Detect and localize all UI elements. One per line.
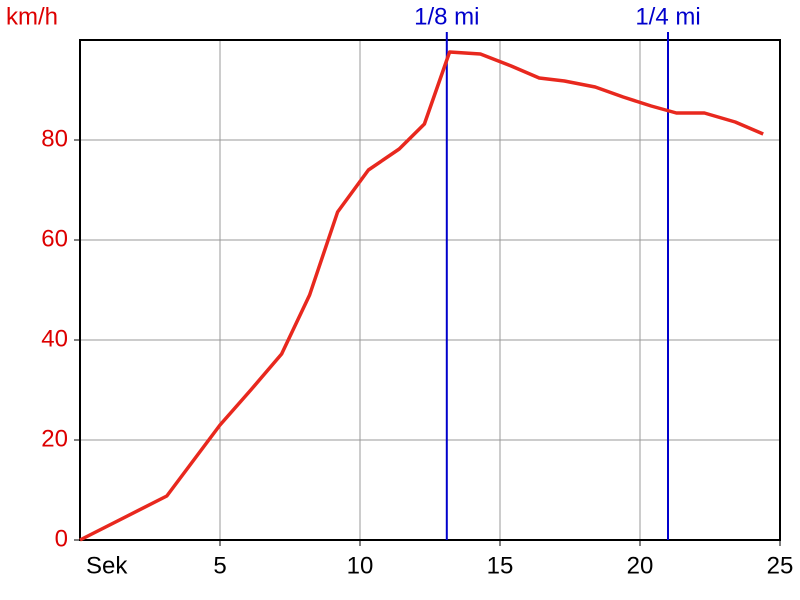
x-tick-label: 20	[627, 552, 654, 579]
y-tick-label: 0	[55, 525, 68, 552]
x-tick-label: 15	[487, 552, 514, 579]
data-line	[79, 50, 764, 542]
plot-border	[79, 39, 781, 541]
x-tick-label: 10	[347, 552, 374, 579]
y-tick-label: 20	[41, 425, 68, 452]
distance-marker-label: 1/8 mi	[414, 3, 479, 30]
distance-marker-label: 1/4 mi	[635, 3, 700, 30]
x-axis-label: Sek	[86, 552, 128, 579]
y-tick-label: 80	[41, 125, 68, 152]
x-tick-label: 25	[767, 552, 794, 579]
y-axis-label: km/h	[6, 3, 58, 30]
y-tick-label: 40	[41, 325, 68, 352]
x-tick-label: 5	[213, 552, 226, 579]
y-tick-label: 60	[41, 225, 68, 252]
